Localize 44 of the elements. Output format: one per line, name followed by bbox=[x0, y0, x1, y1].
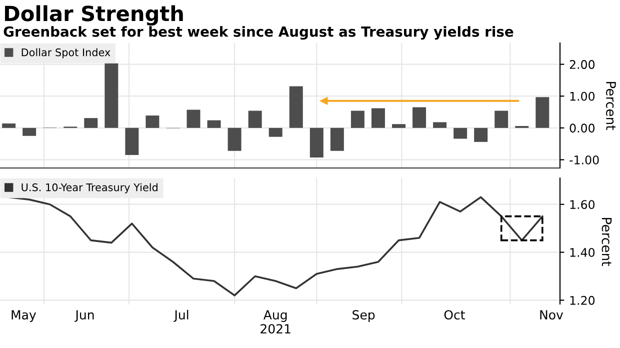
y-axis-title: Percent bbox=[602, 218, 612, 266]
bar bbox=[536, 97, 550, 128]
chart-subtitle: Greenback set for best week since August as Treasury yields rise bbox=[4, 26, 514, 40]
y-axis-title: Percent bbox=[606, 82, 616, 130]
y-tick-label: -1.00 bbox=[570, 155, 599, 164]
bar bbox=[350, 110, 364, 128]
bar bbox=[433, 122, 447, 128]
x-tick-label: Nov bbox=[540, 310, 564, 320]
bar bbox=[22, 128, 36, 136]
bar bbox=[310, 128, 324, 158]
bar bbox=[330, 128, 344, 151]
bar bbox=[268, 128, 282, 137]
y-tick-label: 1.40 bbox=[570, 248, 595, 257]
x-tick-label: Jul bbox=[174, 310, 188, 322]
y-tick-label: 1.20 bbox=[570, 296, 595, 305]
x-tick-label: Jun bbox=[74, 310, 94, 322]
legend-label: U.S. 10-Year Treasury Yield bbox=[22, 183, 158, 194]
bar bbox=[228, 128, 242, 151]
legend-label: Dollar Spot Index bbox=[22, 48, 110, 58]
bar bbox=[125, 128, 139, 155]
bar bbox=[494, 110, 508, 128]
y-tick-label: 0.00 bbox=[570, 124, 595, 133]
x-tick-label: Sep bbox=[352, 310, 375, 322]
bar bbox=[84, 118, 98, 128]
y-tick-label: 1.60 bbox=[570, 200, 595, 210]
y-tick-label: 2.00 bbox=[570, 60, 595, 69]
x-tick-label: May bbox=[12, 310, 36, 322]
bar bbox=[104, 63, 118, 128]
y-tick-label: 1.00 bbox=[570, 92, 595, 101]
chart-title: Dollar Strength bbox=[5, 5, 183, 26]
bar bbox=[186, 110, 200, 128]
bar bbox=[371, 108, 385, 128]
bar bbox=[412, 107, 426, 128]
bar bbox=[392, 124, 406, 128]
x-tick-label: Oct bbox=[444, 310, 465, 320]
bar bbox=[146, 116, 160, 128]
line-series bbox=[8, 196, 544, 296]
x-tick-label: Aug 2021 bbox=[260, 310, 290, 334]
bar bbox=[454, 128, 468, 139]
bar bbox=[207, 120, 221, 128]
bar bbox=[474, 128, 488, 142]
bar bbox=[289, 86, 303, 128]
bar bbox=[2, 123, 16, 128]
bar bbox=[248, 110, 262, 128]
